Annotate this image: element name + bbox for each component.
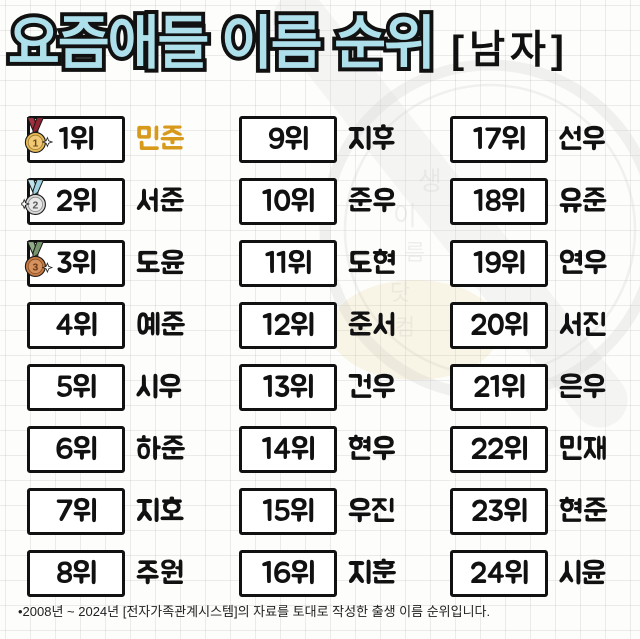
svg-text:생: 생 [418,166,442,196]
svg-text:이: 이 [393,201,417,231]
svg-text:3: 3 [33,262,39,273]
svg-text:컴: 컴 [395,315,415,340]
svg-text:름: 름 [405,240,425,265]
svg-text:1: 1 [33,138,39,149]
svg-text:2: 2 [33,200,39,211]
